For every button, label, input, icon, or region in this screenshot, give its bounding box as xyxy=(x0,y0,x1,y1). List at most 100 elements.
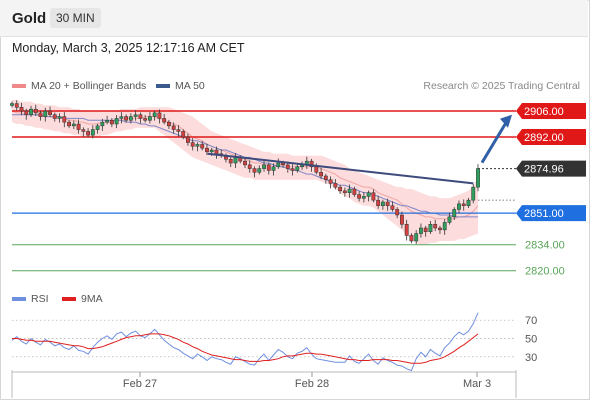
candle-body xyxy=(447,216,452,223)
candle-body xyxy=(24,110,29,115)
candle-body xyxy=(162,118,167,123)
legend-ma50: MA 50 xyxy=(156,80,205,92)
candle-body xyxy=(333,183,338,188)
level-tag xyxy=(516,160,586,177)
candle-body xyxy=(385,201,390,206)
candle-body xyxy=(414,233,419,242)
candle-body xyxy=(133,114,138,117)
level-tag xyxy=(516,103,586,119)
candle-body xyxy=(176,129,181,132)
candle-body xyxy=(186,136,190,143)
level-label-pivot: 2851.00 xyxy=(516,205,586,222)
candle-body xyxy=(114,118,119,125)
candle-body xyxy=(266,164,271,171)
bollinger-band xyxy=(12,99,478,245)
candle-body xyxy=(352,188,357,195)
forecast-arrow-head xyxy=(500,114,512,128)
candle-body xyxy=(62,116,67,123)
legend-ma20: MA 20 + Bollinger Bands xyxy=(12,80,146,92)
candle-body xyxy=(428,224,433,232)
x-tick-label: Mar 3 xyxy=(463,378,491,390)
level-label-last-price: 2874.96 xyxy=(516,160,586,177)
candle-body xyxy=(328,179,333,184)
candle-body xyxy=(190,142,195,147)
candle-body xyxy=(419,227,423,234)
candle-body xyxy=(376,199,381,206)
candle-body xyxy=(76,123,81,130)
candle-body xyxy=(109,120,114,125)
candle-body xyxy=(366,192,371,197)
forecast-arrow-shaft xyxy=(480,121,508,164)
candle-body xyxy=(67,121,71,127)
candle-body xyxy=(390,205,395,210)
candle-body xyxy=(276,162,281,167)
candle-body xyxy=(290,168,295,171)
candle-body xyxy=(195,144,200,147)
level-label-support: 2834.00 xyxy=(525,240,565,252)
candle-body xyxy=(14,103,19,108)
candle-body xyxy=(119,116,124,119)
chart-header: Gold 30 MIN xyxy=(0,0,588,37)
rsi-tick-label: 50 xyxy=(525,334,537,346)
9ma-legend-swatch xyxy=(62,297,76,302)
candle-body xyxy=(471,186,476,201)
candle-body xyxy=(285,164,290,169)
candle-body xyxy=(262,164,266,169)
candle-body xyxy=(81,129,86,132)
candle-body xyxy=(90,129,95,136)
candle-body xyxy=(452,209,457,218)
timeframe-button[interactable]: 30 MIN xyxy=(50,8,101,28)
candle-body xyxy=(205,147,209,153)
candle-body xyxy=(128,116,133,121)
x-tick-label: Feb 27 xyxy=(123,378,157,390)
copyright: Research © 2025 Trading Central xyxy=(423,80,580,92)
candle-body xyxy=(233,157,238,164)
candle-body xyxy=(138,114,143,119)
candle-body xyxy=(457,203,461,210)
level-label-support: 2820.00 xyxy=(525,266,565,278)
candle-body xyxy=(433,224,438,229)
candle-body xyxy=(124,116,129,121)
candle-body xyxy=(319,172,323,177)
candle-body xyxy=(295,166,300,171)
candle-body xyxy=(71,123,76,127)
candle-body xyxy=(171,125,176,130)
candle-body xyxy=(48,110,52,115)
ma50-legend-label: MA 50 xyxy=(175,80,205,92)
candle-body xyxy=(200,144,205,149)
trendline xyxy=(207,152,474,185)
rsi-legend-swatch xyxy=(12,297,26,302)
candle-body xyxy=(309,160,314,167)
candle-body xyxy=(214,149,219,154)
rsi-tick-label: 70 xyxy=(525,315,537,327)
candle-body xyxy=(57,116,62,119)
candle-body xyxy=(10,103,14,106)
candle-body xyxy=(461,203,466,206)
candle-body xyxy=(247,164,252,169)
candle-body xyxy=(33,108,38,114)
candle-body xyxy=(357,194,362,199)
candle-body xyxy=(400,214,404,225)
candle-body xyxy=(314,166,319,173)
ma20-legend-swatch xyxy=(12,84,26,89)
level-text: 2851.00 xyxy=(524,208,564,220)
candle-body xyxy=(228,159,233,164)
candle-body xyxy=(395,209,400,216)
candle-body xyxy=(466,199,471,206)
level-tag xyxy=(516,129,586,145)
candle-body xyxy=(438,227,442,231)
candle-body xyxy=(338,186,343,192)
candle-body xyxy=(95,125,100,130)
symbol-title: Gold xyxy=(12,10,47,27)
level-tag xyxy=(516,205,586,222)
timestamp: Monday, March 3, 2025 12:17:16 AM CET xyxy=(12,41,245,55)
candle-body xyxy=(347,188,352,193)
candle-body xyxy=(152,112,157,117)
level-text: 2906.00 xyxy=(524,106,564,118)
candle-body xyxy=(29,108,33,115)
candle-body xyxy=(361,196,366,199)
rsi-line xyxy=(11,312,479,372)
candle-body xyxy=(380,201,385,206)
level-text: 2874.96 xyxy=(524,164,564,176)
